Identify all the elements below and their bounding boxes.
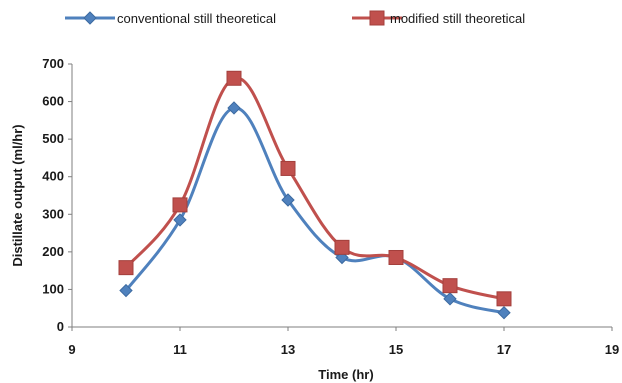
y-tick-label: 600 xyxy=(42,94,64,109)
legend-marker xyxy=(83,11,97,25)
data-point xyxy=(388,249,404,265)
x-tick-label: 13 xyxy=(281,342,295,357)
legend-item-2: modified still theoretical xyxy=(352,10,525,26)
y-tick-label: 200 xyxy=(42,244,64,259)
legend: conventional still theoretical modified s… xyxy=(65,10,525,26)
data-point xyxy=(442,278,458,294)
y-tick-label: 300 xyxy=(42,206,64,221)
x-tick-label: 19 xyxy=(605,342,619,357)
x-tick-label: 9 xyxy=(68,342,75,357)
data-point xyxy=(118,260,134,276)
x-tick-label: 17 xyxy=(497,342,511,357)
series-layer xyxy=(118,70,512,320)
series-2 xyxy=(118,70,512,307)
x-tick-label: 15 xyxy=(389,342,403,357)
data-point xyxy=(227,101,241,115)
data-point xyxy=(497,306,511,320)
y-tick-label: 0 xyxy=(57,319,64,334)
data-point xyxy=(281,193,295,207)
data-point xyxy=(226,70,242,86)
legend-item-1: conventional still theoretical xyxy=(65,11,276,26)
data-point xyxy=(443,292,457,306)
data-point xyxy=(334,239,350,255)
y-tick-label: 500 xyxy=(42,131,64,146)
legend-label: conventional still theoretical xyxy=(117,11,276,26)
axes: 0 100 200 300 400 500 600 700 9 11 13 15 17 19 xyxy=(42,56,619,357)
data-point xyxy=(172,197,188,213)
y-tick-label: 700 xyxy=(42,56,64,71)
series-line xyxy=(124,76,506,301)
data-point xyxy=(280,160,296,176)
legend-label: modified still theoretical xyxy=(390,11,525,26)
data-point xyxy=(173,213,187,227)
legend-marker xyxy=(369,10,385,26)
x-tick-label: 11 xyxy=(173,342,187,357)
y-axis-title: Distillate output (ml/hr) xyxy=(10,124,25,266)
data-point xyxy=(496,291,512,307)
x-axis-title: Time (hr) xyxy=(318,367,373,382)
data-point xyxy=(119,283,133,298)
y-tick-label: 400 xyxy=(42,169,64,184)
y-tick-label: 100 xyxy=(42,281,64,296)
